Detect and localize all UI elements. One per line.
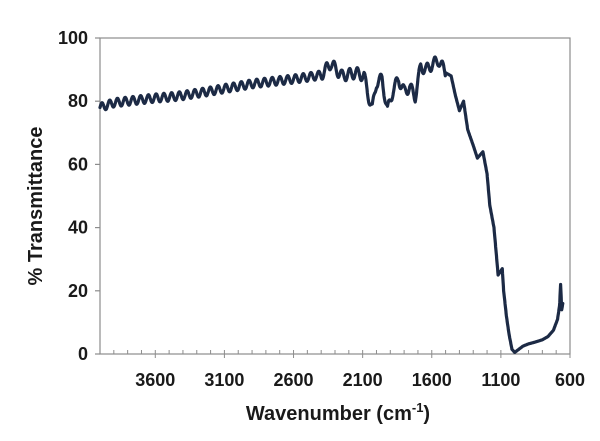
x-tick-label: 3100	[204, 370, 244, 390]
y-axis-label: % Transmittance	[25, 127, 47, 286]
x-axis-label-superscript: -1	[412, 400, 424, 415]
y-tick-label: 0	[78, 344, 88, 364]
y-axis: 0 20 40 60 80 100	[58, 28, 100, 364]
plot-frame	[99, 37, 571, 355]
y-tick-label: 80	[68, 91, 88, 111]
x-tick-label: 600	[555, 370, 585, 390]
y-tick-label: 20	[68, 281, 88, 301]
y-tick-label: 60	[68, 154, 88, 174]
x-tick-label: 2100	[343, 370, 383, 390]
x-axis-label-main: Wavenumber (cm	[246, 403, 412, 425]
x-axis: 3600 3100 2600 2100 1600 1100 600	[99, 350, 585, 390]
x-axis-label-suffix: )	[423, 403, 430, 425]
y-tick-label: 100	[58, 28, 88, 48]
x-tick-label: 1600	[412, 370, 452, 390]
x-tick-label: 1100	[481, 370, 520, 390]
series-line	[98, 55, 565, 354]
plot-border	[99, 37, 571, 355]
x-axis-label: Wavenumber (cm-1)	[246, 400, 430, 425]
x-tick-label: 2600	[274, 370, 314, 390]
y-tick-label: 40	[68, 218, 88, 238]
x-tick-label: 3600	[135, 370, 175, 390]
